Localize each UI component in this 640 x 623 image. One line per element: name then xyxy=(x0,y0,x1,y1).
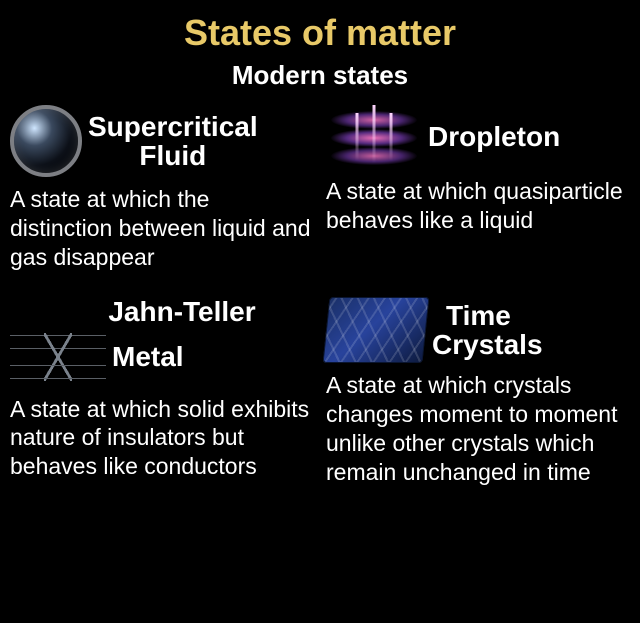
item-title-line: Metal xyxy=(112,342,184,371)
circuit-icon xyxy=(10,327,106,387)
item-title-line: Time xyxy=(432,301,543,330)
item-title-line: Crystals xyxy=(432,330,543,359)
sub-title: Modern states xyxy=(10,60,630,91)
item-title-line: Fluid xyxy=(88,141,258,170)
item-description: A state at which solid exhibits nature o… xyxy=(10,395,314,481)
item-dropleton: Dropleton A state at which quasiparticle… xyxy=(326,105,630,271)
item-title-line: Supercritical xyxy=(88,112,258,141)
item-title: Dropleton xyxy=(428,122,560,151)
sphere-icon xyxy=(10,105,82,177)
dropleton-icon xyxy=(326,105,422,169)
items-grid: Supercritical Fluid A state at which the… xyxy=(10,105,630,486)
item-description: A state at which quasiparticle behaves l… xyxy=(326,177,630,235)
main-title: States of matter xyxy=(10,12,630,54)
crystal-icon xyxy=(323,297,430,363)
item-supercritical-fluid: Supercritical Fluid A state at which the… xyxy=(10,105,314,271)
item-time-crystals: Time Crystals A state at which crystals … xyxy=(326,297,630,486)
infographic-container: States of matter Modern states Supercrit… xyxy=(0,0,640,623)
item-description: A state at which the distinction between… xyxy=(10,185,314,271)
item-jahn-teller-metal: Jahn-Teller Metal A state at which solid… xyxy=(10,297,314,486)
item-description: A state at which crystals changes moment… xyxy=(326,371,630,486)
item-title-line: Jahn-Teller xyxy=(10,297,314,326)
